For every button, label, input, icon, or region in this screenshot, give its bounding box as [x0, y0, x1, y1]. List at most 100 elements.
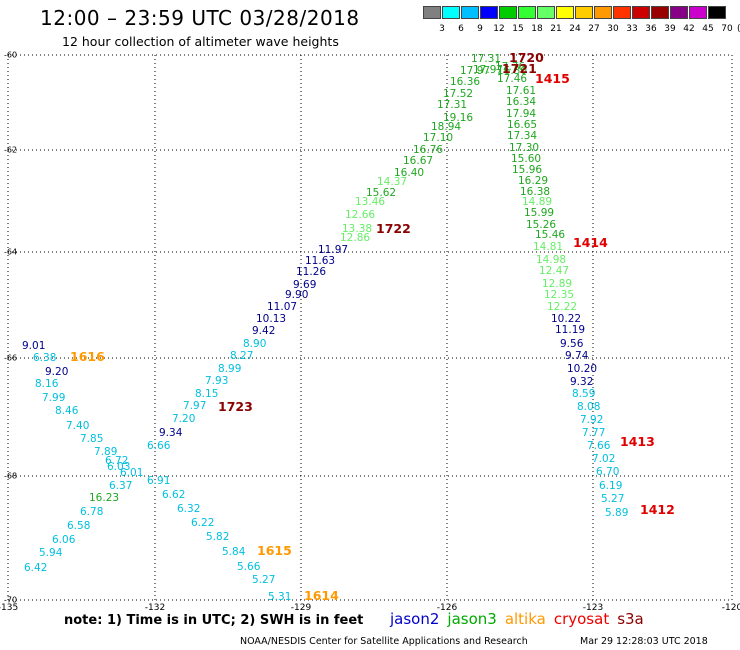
- lat-tick-label: -60: [4, 50, 18, 60]
- wave-height-label: 6.66: [147, 440, 171, 452]
- lat-tick-label: -64: [4, 247, 18, 257]
- colorbar-tick: 6: [458, 24, 464, 34]
- wave-height-label: 6.58: [67, 520, 91, 532]
- time-marker-label: 1616: [70, 349, 105, 364]
- lon-tick-label: -129: [290, 603, 312, 613]
- wave-height-label: 17.61: [506, 85, 537, 97]
- note-text: note: 1) Time is in UTC; 2) SWH is in fe…: [64, 613, 364, 628]
- wave-height-label: 8.90: [243, 338, 267, 350]
- footer-credit: NOAA/NESDIS Center for Satellite Applica…: [240, 636, 528, 647]
- lon-tick-label: -135: [0, 603, 19, 613]
- wave-height-label: 7.89: [94, 446, 118, 458]
- colorbar-tick: 18: [531, 24, 543, 34]
- wave-height-label: 6.37: [109, 480, 133, 492]
- wave-height-label: 16.36: [450, 76, 481, 88]
- wave-height-label: 12.47: [539, 265, 570, 277]
- wave-height-label: 6.62: [162, 489, 186, 501]
- colorbar-unit: (ft): [737, 24, 740, 34]
- wave-height-label: 15.26: [526, 219, 557, 231]
- wave-height-label: 14.81: [533, 241, 564, 253]
- wave-height-label: 14.98: [536, 254, 567, 266]
- wave-height-label: 7.85: [80, 433, 104, 445]
- colorbar-swatch: [651, 6, 669, 19]
- wave-height-label: 5.66: [237, 561, 261, 573]
- wave-height-label: 9.01: [22, 340, 46, 352]
- wave-height-label: 14.89: [522, 196, 553, 208]
- wave-height-label: 16.40: [394, 167, 425, 179]
- wave-height-label: 17.97: [460, 65, 491, 77]
- wave-height-label: 6.01: [120, 467, 144, 479]
- wave-height-label: 10.13: [256, 313, 287, 325]
- colorbar-tick: 3: [439, 24, 445, 34]
- wave-height-label: 10.20: [567, 363, 598, 375]
- time-marker-label: 1722: [376, 221, 411, 236]
- wave-height-label: 18.94: [431, 121, 462, 133]
- wave-height-label: 5.27: [601, 493, 625, 505]
- wave-height-label: 6.32: [177, 503, 201, 515]
- wave-height-label: 12.66: [345, 209, 376, 221]
- wave-height-label: 16.76: [413, 144, 444, 156]
- wave-height-label: 16.23: [89, 492, 120, 504]
- time-marker-label: 1412: [640, 502, 675, 517]
- wave-height-label: 6.78: [80, 506, 104, 518]
- wave-height-label: 9.74: [565, 350, 589, 362]
- legend-item-cryosat: cryosat: [553, 610, 610, 628]
- wave-height-label: 6.70: [596, 466, 620, 478]
- time-marker-label: 1614: [304, 588, 339, 603]
- colorbar-swatch: [442, 6, 460, 19]
- colorbar-swatch: [461, 6, 479, 19]
- wave-height-label: 17.76: [495, 61, 526, 73]
- legend-item-jason2: jason2: [390, 610, 440, 628]
- wave-height-label: 9.90: [285, 289, 309, 301]
- wave-height-label: 16.65: [507, 119, 538, 131]
- page-title: 12:00 – 23:59 UTC 03/28/2018: [40, 6, 360, 30]
- time-marker-label: 1615: [257, 543, 292, 558]
- wave-height-label: 7.92: [580, 414, 604, 426]
- wave-height-label: 16.29: [518, 175, 549, 187]
- wave-height-label: 6.38: [33, 352, 57, 364]
- colorbar-swatch: [537, 6, 555, 19]
- wave-height-label: 17.31: [471, 53, 502, 65]
- colorbar-swatch: [575, 6, 593, 19]
- wave-height-label: 11.63: [305, 255, 336, 267]
- colorbar-tick: 15: [512, 24, 524, 34]
- wave-height-label: 7.20: [172, 413, 196, 425]
- wave-height-label: 7.02: [592, 453, 616, 465]
- wave-height-label: 16.38: [520, 186, 551, 198]
- colorbar-swatch: [423, 6, 441, 19]
- wave-height-label: 12.89: [542, 278, 573, 290]
- colorbar-swatch: [518, 6, 536, 19]
- colorbar-swatch: [499, 6, 517, 19]
- wave-height-label: 15.60: [511, 153, 542, 165]
- wave-height-label: 17.46: [497, 73, 528, 85]
- wave-height-label: 17.31: [437, 99, 468, 111]
- wave-height-label: 8.15: [195, 388, 219, 400]
- wave-height-label: 5.94: [39, 547, 63, 559]
- time-marker-label: 1413: [620, 434, 655, 449]
- wave-height-label: 8.16: [35, 378, 59, 390]
- wave-height-label: 8.27: [230, 350, 254, 362]
- wave-height-label: 7.77: [582, 427, 606, 439]
- wave-height-label: 6.19: [599, 480, 623, 492]
- wave-height-label: 11.19: [555, 324, 586, 336]
- wave-height-label: 7.40: [66, 420, 90, 432]
- wave-height-label: 13.38: [342, 223, 373, 235]
- time-marker-label: 1721: [502, 61, 537, 76]
- wave-height-label: 7.66: [587, 440, 611, 452]
- wave-height-label: 9.32: [570, 376, 594, 388]
- wave-height-label: 14.37: [377, 176, 408, 188]
- wave-height-label: 11.97: [318, 244, 349, 256]
- time-marker-label: 1415: [535, 71, 570, 86]
- wave-height-label: 15.96: [512, 164, 543, 176]
- wave-height-label: 15.46: [535, 229, 566, 241]
- footer-timestamp: Mar 29 12:28:03 UTC 2018: [580, 636, 708, 647]
- wave-height-label: 7.99: [42, 392, 66, 404]
- wave-height-label: 6.22: [191, 517, 215, 529]
- wave-height-label: 11.26: [296, 266, 327, 278]
- time-marker-label: 1414: [573, 235, 608, 250]
- wave-height-label: 5.84: [222, 546, 246, 558]
- wave-height-label: 9.56: [560, 338, 584, 350]
- lon-tick-label: -132: [144, 603, 166, 613]
- wave-height-label: 11.07: [267, 301, 298, 313]
